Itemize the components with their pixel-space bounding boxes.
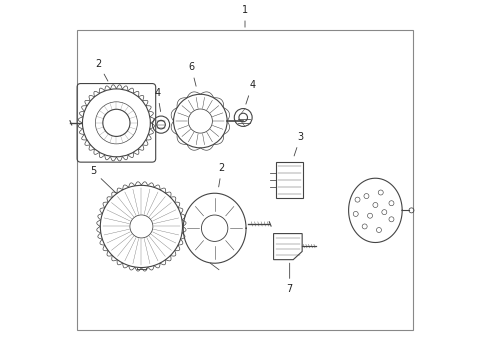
Text: 6: 6 [188, 63, 196, 86]
Bar [77, 30, 413, 330]
Text: 4: 4 [154, 88, 161, 112]
Text: 4: 4 [246, 80, 255, 104]
Text: 2: 2 [219, 163, 225, 187]
Text: 1: 1 [242, 5, 248, 27]
Text: 7: 7 [287, 263, 293, 294]
Text: 3: 3 [294, 132, 303, 156]
Text: 5: 5 [90, 166, 117, 194]
Text: 2: 2 [96, 59, 108, 81]
Bar [276, 162, 303, 198]
